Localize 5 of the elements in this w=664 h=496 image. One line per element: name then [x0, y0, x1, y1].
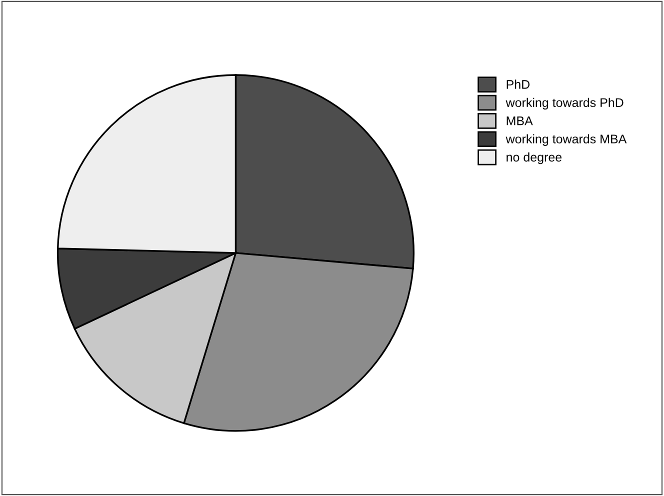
legend-label: no degree [506, 152, 562, 164]
legend-label: working towards MBA [506, 134, 627, 146]
legend-label: working towards PhD [506, 98, 624, 110]
legend-label: MBA [506, 116, 533, 126]
legend-label: PhD [506, 80, 530, 89]
